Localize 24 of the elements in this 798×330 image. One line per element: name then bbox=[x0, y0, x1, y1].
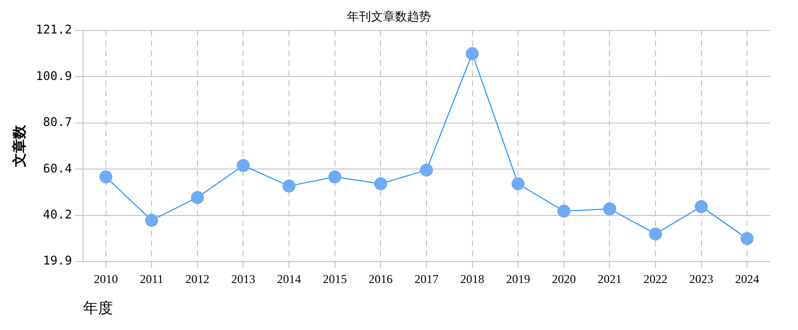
x-tick-label: 2023 bbox=[689, 272, 714, 286]
x-tick-label: 2013 bbox=[231, 272, 256, 286]
x-tick-label: 2010 bbox=[94, 272, 118, 286]
x-tick-label: 2022 bbox=[643, 272, 668, 286]
y-tick-label: 19.9 bbox=[43, 254, 72, 268]
x-tick-label: 2018 bbox=[460, 272, 484, 286]
y-tick-label: 60.4 bbox=[43, 161, 72, 176]
x-tick-label: 2016 bbox=[368, 272, 393, 286]
x-tick-label: 2012 bbox=[185, 272, 210, 286]
y-tick-label: 121.2 bbox=[36, 22, 72, 37]
x-tick-label: 2011 bbox=[140, 272, 164, 286]
x-tick-label: 2019 bbox=[506, 272, 530, 286]
x-tick-label: 2014 bbox=[277, 272, 302, 286]
y-tick-label: 80.7 bbox=[43, 114, 72, 129]
x-tick-label: 2017 bbox=[414, 272, 438, 286]
y-axis-title: 文章数 bbox=[11, 124, 28, 168]
x-tick-label: 2020 bbox=[552, 272, 576, 286]
y-tick-label: 100.9 bbox=[36, 68, 72, 83]
y-tick-label: 40.2 bbox=[43, 207, 72, 222]
x-tick-label: 2015 bbox=[322, 272, 347, 286]
x-tick-label: 2024 bbox=[735, 272, 760, 286]
x-axis-title: 年度 bbox=[82, 298, 113, 317]
chart-title: 年刊文章数趋势 bbox=[347, 9, 431, 24]
x-tick-label: 2021 bbox=[598, 272, 622, 286]
